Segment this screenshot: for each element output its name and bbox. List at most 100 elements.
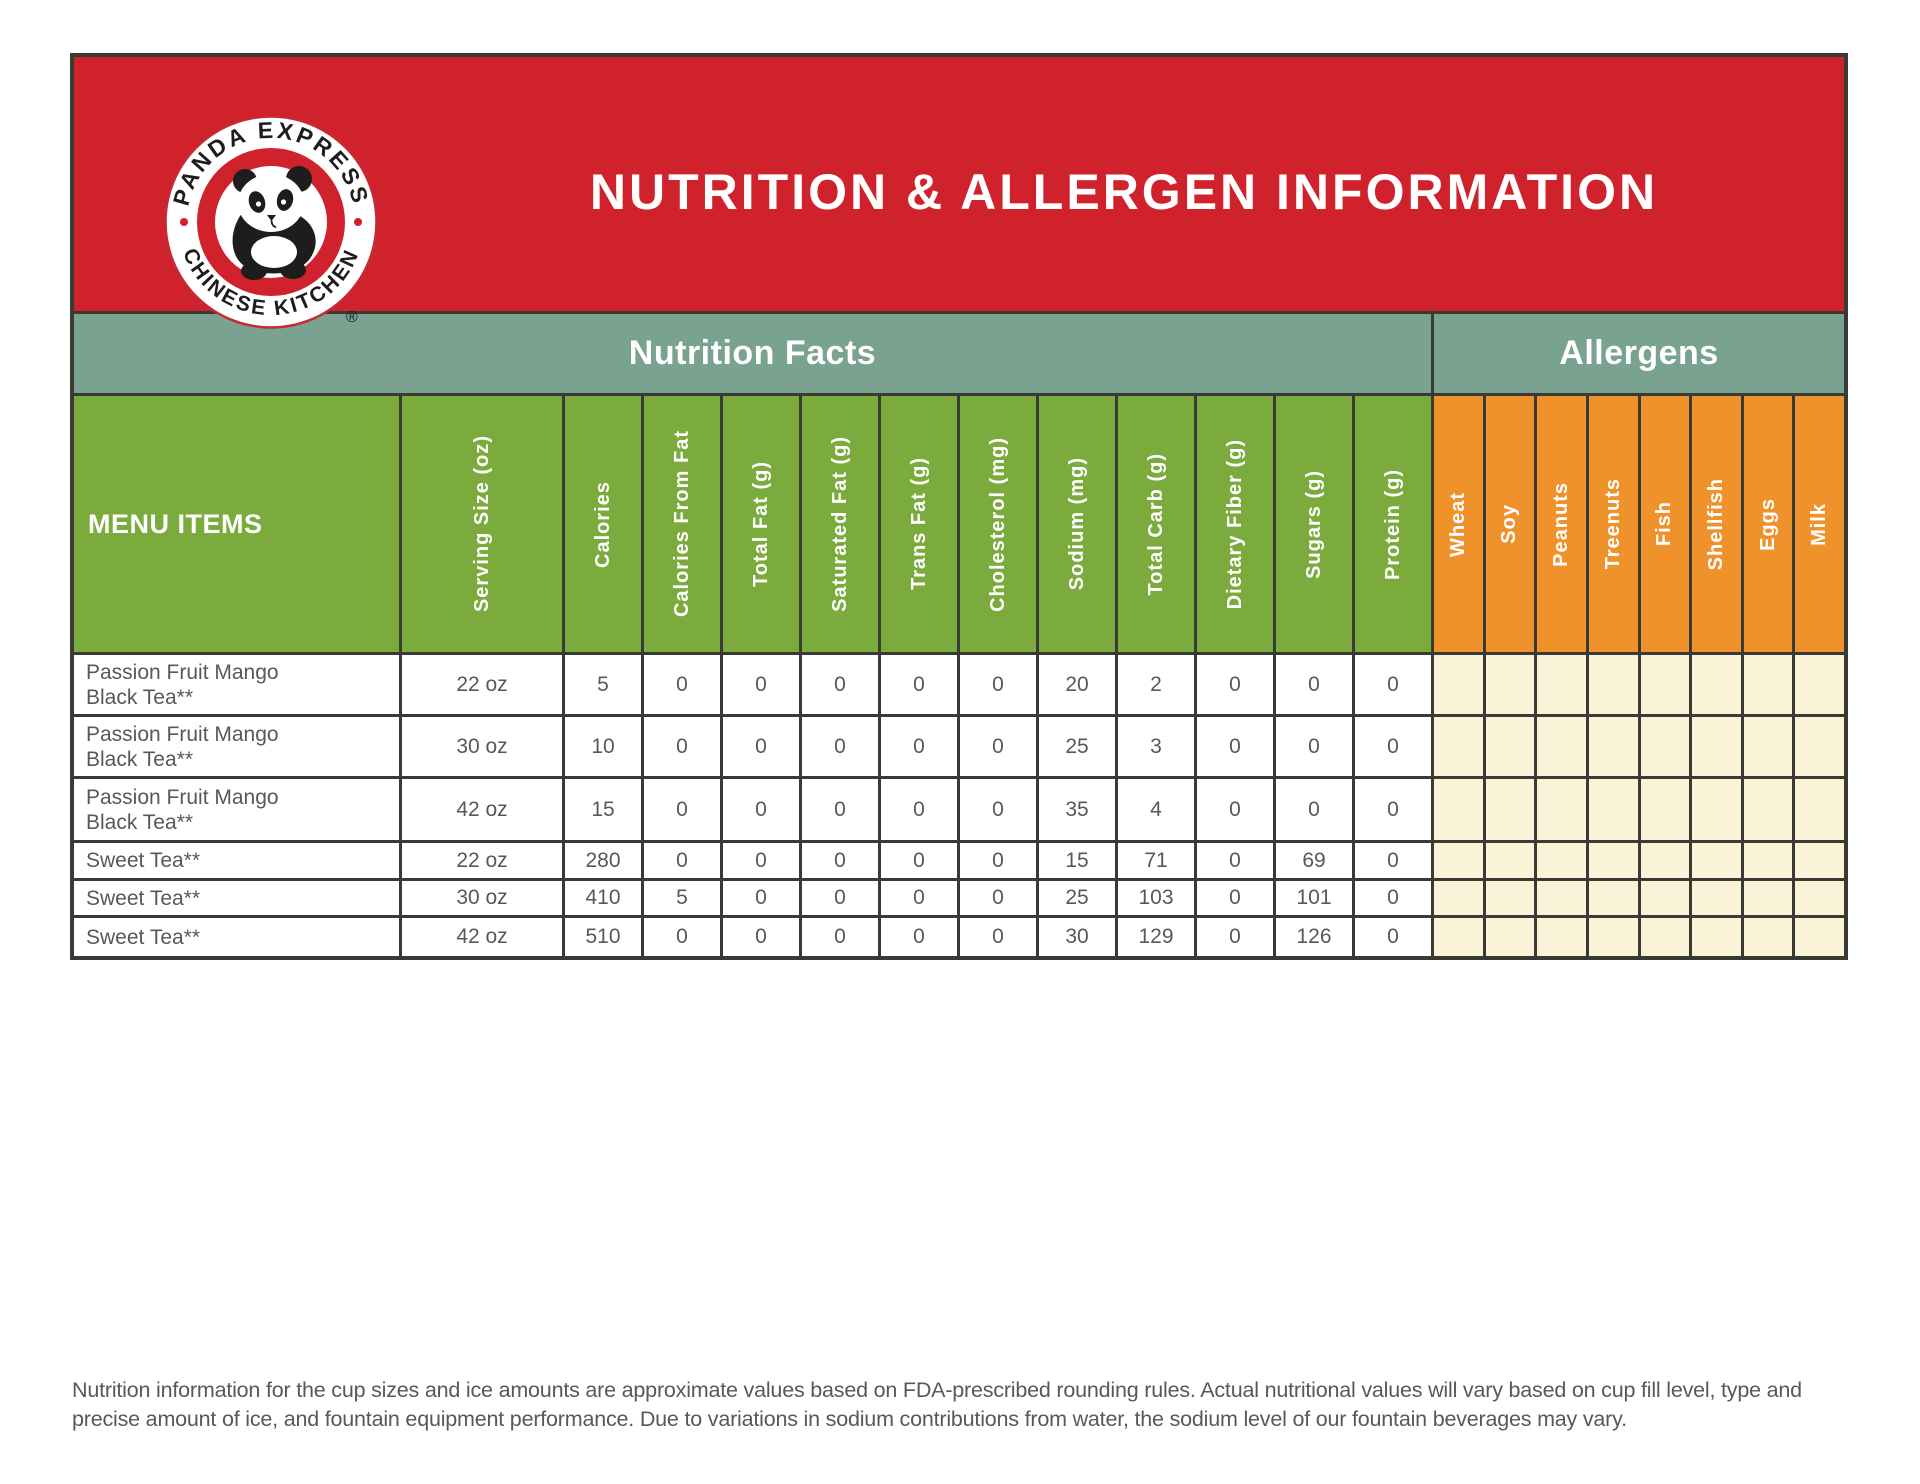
allergen-header-label: Wheat <box>1446 491 1469 557</box>
nutrition-value-cell: 71 <box>1118 843 1197 878</box>
nutrition-value-cell: 0 <box>960 779 1039 840</box>
nutrition-value-cell: 0 <box>1197 881 1276 915</box>
allergen-cell <box>1795 881 1844 915</box>
allergen-header-eggs: Eggs <box>1743 396 1796 652</box>
nutrition-value-cell: 2 <box>1118 655 1197 714</box>
panda-express-logo-icon: PANDA EXPRESS CHINESE KITCHEN <box>164 115 378 329</box>
nutrition-value-cell: 103 <box>1118 881 1197 915</box>
allergen-header-wheat: Wheat <box>1434 396 1486 652</box>
allergen-cell <box>1795 843 1844 878</box>
menu-items-header-cell: MENU ITEMS <box>74 396 402 652</box>
nutrition-value-cell: 0 <box>802 843 881 878</box>
allergen-header-label: Eggs <box>1756 497 1779 551</box>
nutrition-value-cell: 0 <box>881 881 960 915</box>
nutrition-value-cell: 3 <box>1118 717 1197 776</box>
serving-size-cell: 22 oz <box>402 655 565 714</box>
allergen-cell <box>1692 717 1744 776</box>
nutrition-value-cell: 0 <box>723 717 802 776</box>
nutrition-value-cell: 69 <box>1276 843 1355 878</box>
nutrition-value-cell: 410 <box>565 881 644 915</box>
allergen-header-label: Peanuts <box>1550 481 1573 567</box>
column-header-dietary-fiber-g: Dietary Fiber (g) <box>1197 396 1276 652</box>
nutrition-value-cell: 0 <box>802 655 881 714</box>
nutrition-value-cell: 0 <box>723 655 802 714</box>
nutrition-value-cell: 0 <box>960 717 1039 776</box>
allergen-header-soy: Soy <box>1485 396 1538 652</box>
nutrition-value-cell: 25 <box>1039 881 1118 915</box>
nutrition-value-cell: 0 <box>1355 881 1434 915</box>
nutrition-value-cell: 10 <box>565 717 644 776</box>
allergen-header-label: Shellfish <box>1704 477 1727 571</box>
nutrition-value-cell: 0 <box>1355 779 1434 840</box>
nutrition-value-cell: 0 <box>1197 717 1276 776</box>
nutrition-value-cell: 0 <box>644 843 723 878</box>
table-body: Passion Fruit Mango Black Tea** 22 oz 5 0 0 0… <box>74 655 1844 956</box>
allergen-cell <box>1692 655 1744 714</box>
menu-item-name: Sweet Tea** <box>74 918 402 956</box>
logo-right-dot <box>354 218 362 226</box>
disclaimer-text: Nutrition information for the cup sizes … <box>72 1378 1802 1431</box>
allergen-cell <box>1537 655 1589 714</box>
allergen-header-treenuts: Treenuts <box>1588 396 1641 652</box>
allergen-cell <box>1485 655 1538 714</box>
nutrition-value-cell: 0 <box>881 717 960 776</box>
allergen-cell <box>1588 655 1641 714</box>
allergen-cell <box>1795 717 1844 776</box>
panda-icon <box>232 166 316 280</box>
column-header-total-carb-g: Total Carb (g) <box>1118 396 1197 652</box>
nutrition-value-cell: 129 <box>1118 918 1197 956</box>
serving-size-cell: 22 oz <box>402 843 565 878</box>
menu-item-name: Sweet Tea** <box>74 843 402 878</box>
allergen-cell <box>1743 881 1796 915</box>
allergen-cell <box>1588 918 1641 956</box>
nutrition-value-cell: 0 <box>881 779 960 840</box>
nutrition-value-cell: 0 <box>1197 655 1276 714</box>
allergen-cell <box>1434 717 1486 776</box>
nutrition-value-cell: 0 <box>723 881 802 915</box>
allergen-cell <box>1588 881 1641 915</box>
nutrition-value-cell: 0 <box>802 717 881 776</box>
allergen-cell <box>1434 843 1486 878</box>
nutrition-value-cell: 126 <box>1276 918 1355 956</box>
nutrition-value-cell: 0 <box>644 779 723 840</box>
column-header-trans-fat-g: Trans Fat (g) <box>881 396 960 652</box>
nutrition-value-cell: 0 <box>1355 717 1434 776</box>
column-header-label: Cholesterol (mg) <box>986 436 1009 612</box>
column-header-label: Saturated Fat (g) <box>828 436 851 612</box>
allergen-cell <box>1640 717 1693 776</box>
column-header-total-fat-g: Total Fat (g) <box>723 396 802 652</box>
allergen-cell <box>1692 843 1744 878</box>
nutrition-value-cell: 0 <box>802 918 881 956</box>
column-header-label: Serving Size (oz) <box>470 435 493 613</box>
allergen-cell <box>1795 918 1844 956</box>
column-header-label: Total Carb (g) <box>1144 452 1167 596</box>
menu-item-name: Sweet Tea** <box>74 881 402 915</box>
allergen-header-label: Fish <box>1653 501 1676 547</box>
allergen-cell <box>1434 918 1486 956</box>
allergen-cell <box>1537 717 1589 776</box>
allergen-header-label: Soy <box>1498 504 1521 544</box>
nutrition-value-cell: 0 <box>960 843 1039 878</box>
allergen-cell <box>1743 843 1796 878</box>
menu-item-name: Passion Fruit Mango Black Tea** <box>74 779 402 840</box>
column-header-label: Total Fat (g) <box>749 461 772 587</box>
allergen-cell <box>1640 655 1693 714</box>
info-table: NUTRITION & ALLERGEN INFORMATION PANDA E… <box>70 53 1848 960</box>
menu-item-name: Passion Fruit Mango Black Tea** <box>74 717 402 776</box>
serving-size-cell: 30 oz <box>402 881 565 915</box>
nutrition-value-cell: 15 <box>1039 843 1118 878</box>
nutrition-value-cell: 0 <box>723 918 802 956</box>
allergen-cell <box>1743 918 1796 956</box>
nutrition-value-cell: 20 <box>1039 655 1118 714</box>
nutrition-value-cell: 0 <box>1355 655 1434 714</box>
allergens-section-header: Allergens <box>1434 314 1844 393</box>
allergen-cell <box>1640 918 1693 956</box>
allergen-cell <box>1537 918 1589 956</box>
nutrition-value-cell: 0 <box>1197 779 1276 840</box>
allergen-cell <box>1692 779 1744 840</box>
nutrition-value-cell: 35 <box>1039 779 1118 840</box>
nutrition-value-cell: 5 <box>565 655 644 714</box>
nutrition-value-cell: 0 <box>960 918 1039 956</box>
column-header-row: MENU ITEMS Serving Size (oz) Calories Calo… <box>74 396 1844 655</box>
